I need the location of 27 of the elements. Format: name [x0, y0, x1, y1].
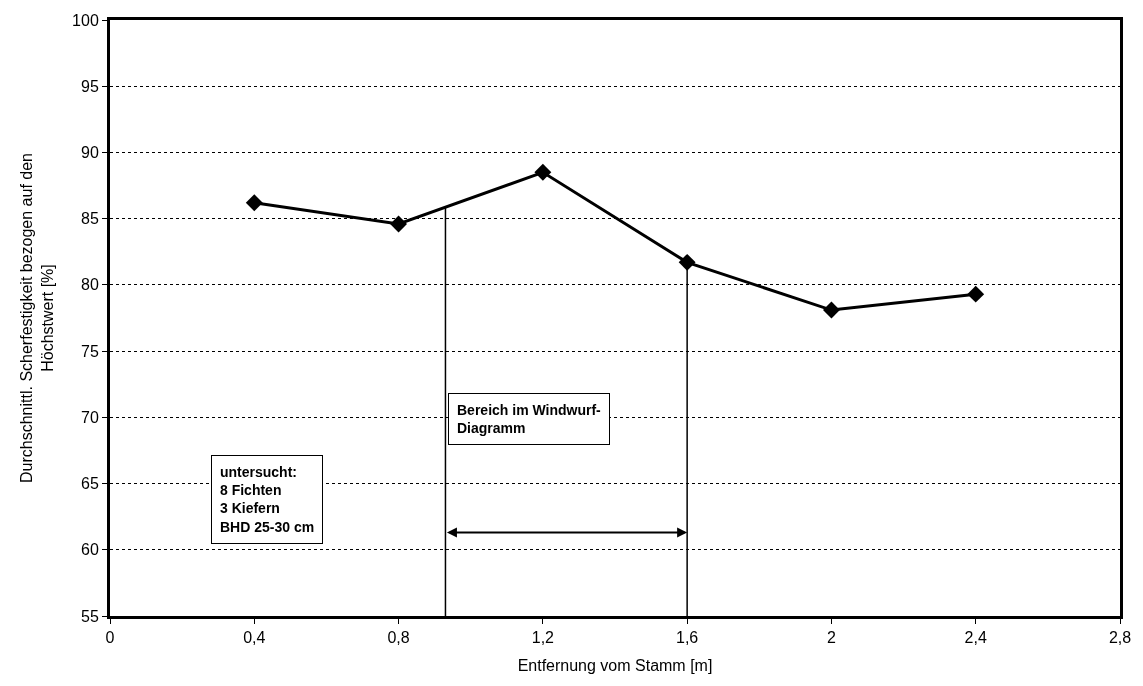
x-tick-label: 2 — [826, 629, 836, 647]
y-tick-label: 70 — [81, 408, 99, 426]
annotation: Bereich im Windwurf- Diagramm — [457, 402, 602, 437]
point — [822, 301, 840, 319]
y-tick-label: 85 — [81, 210, 99, 228]
x-tick-label: 1,6 — [676, 629, 699, 647]
y-tick-label: 60 — [81, 541, 99, 559]
y-axis-title: Durchschnittl. Scherfestigkeit bezogen auf den Höchstwert [%] — [18, 153, 56, 483]
x-tick-label: 2,8 — [1108, 629, 1132, 647]
y-tick-label: 80 — [81, 276, 99, 294]
y-tick-label: 75 — [81, 342, 99, 360]
x-tick-label: 0,4 — [243, 629, 266, 647]
point — [967, 285, 985, 303]
x-tick-label: 2,4 — [964, 629, 987, 647]
x-tick-label: 0,8 — [387, 629, 410, 647]
x-tick-label: 0 — [105, 629, 115, 647]
x-tick-label: 1,2 — [531, 629, 555, 647]
y-tick-label: 90 — [81, 144, 99, 162]
y-tick-label: 55 — [81, 607, 99, 625]
x-axis-title: Entfernung vom Stamm [m] — [517, 656, 713, 674]
y-tick-label: 95 — [81, 77, 99, 95]
point — [390, 215, 408, 233]
y-tick-label: 100 — [72, 11, 99, 29]
point — [534, 163, 552, 181]
annotation: untersucht: 8 Fichten 3 Kiefern BHD 25-30 cm — [220, 464, 315, 535]
y-tick-label: 65 — [81, 475, 99, 493]
point — [245, 194, 263, 212]
